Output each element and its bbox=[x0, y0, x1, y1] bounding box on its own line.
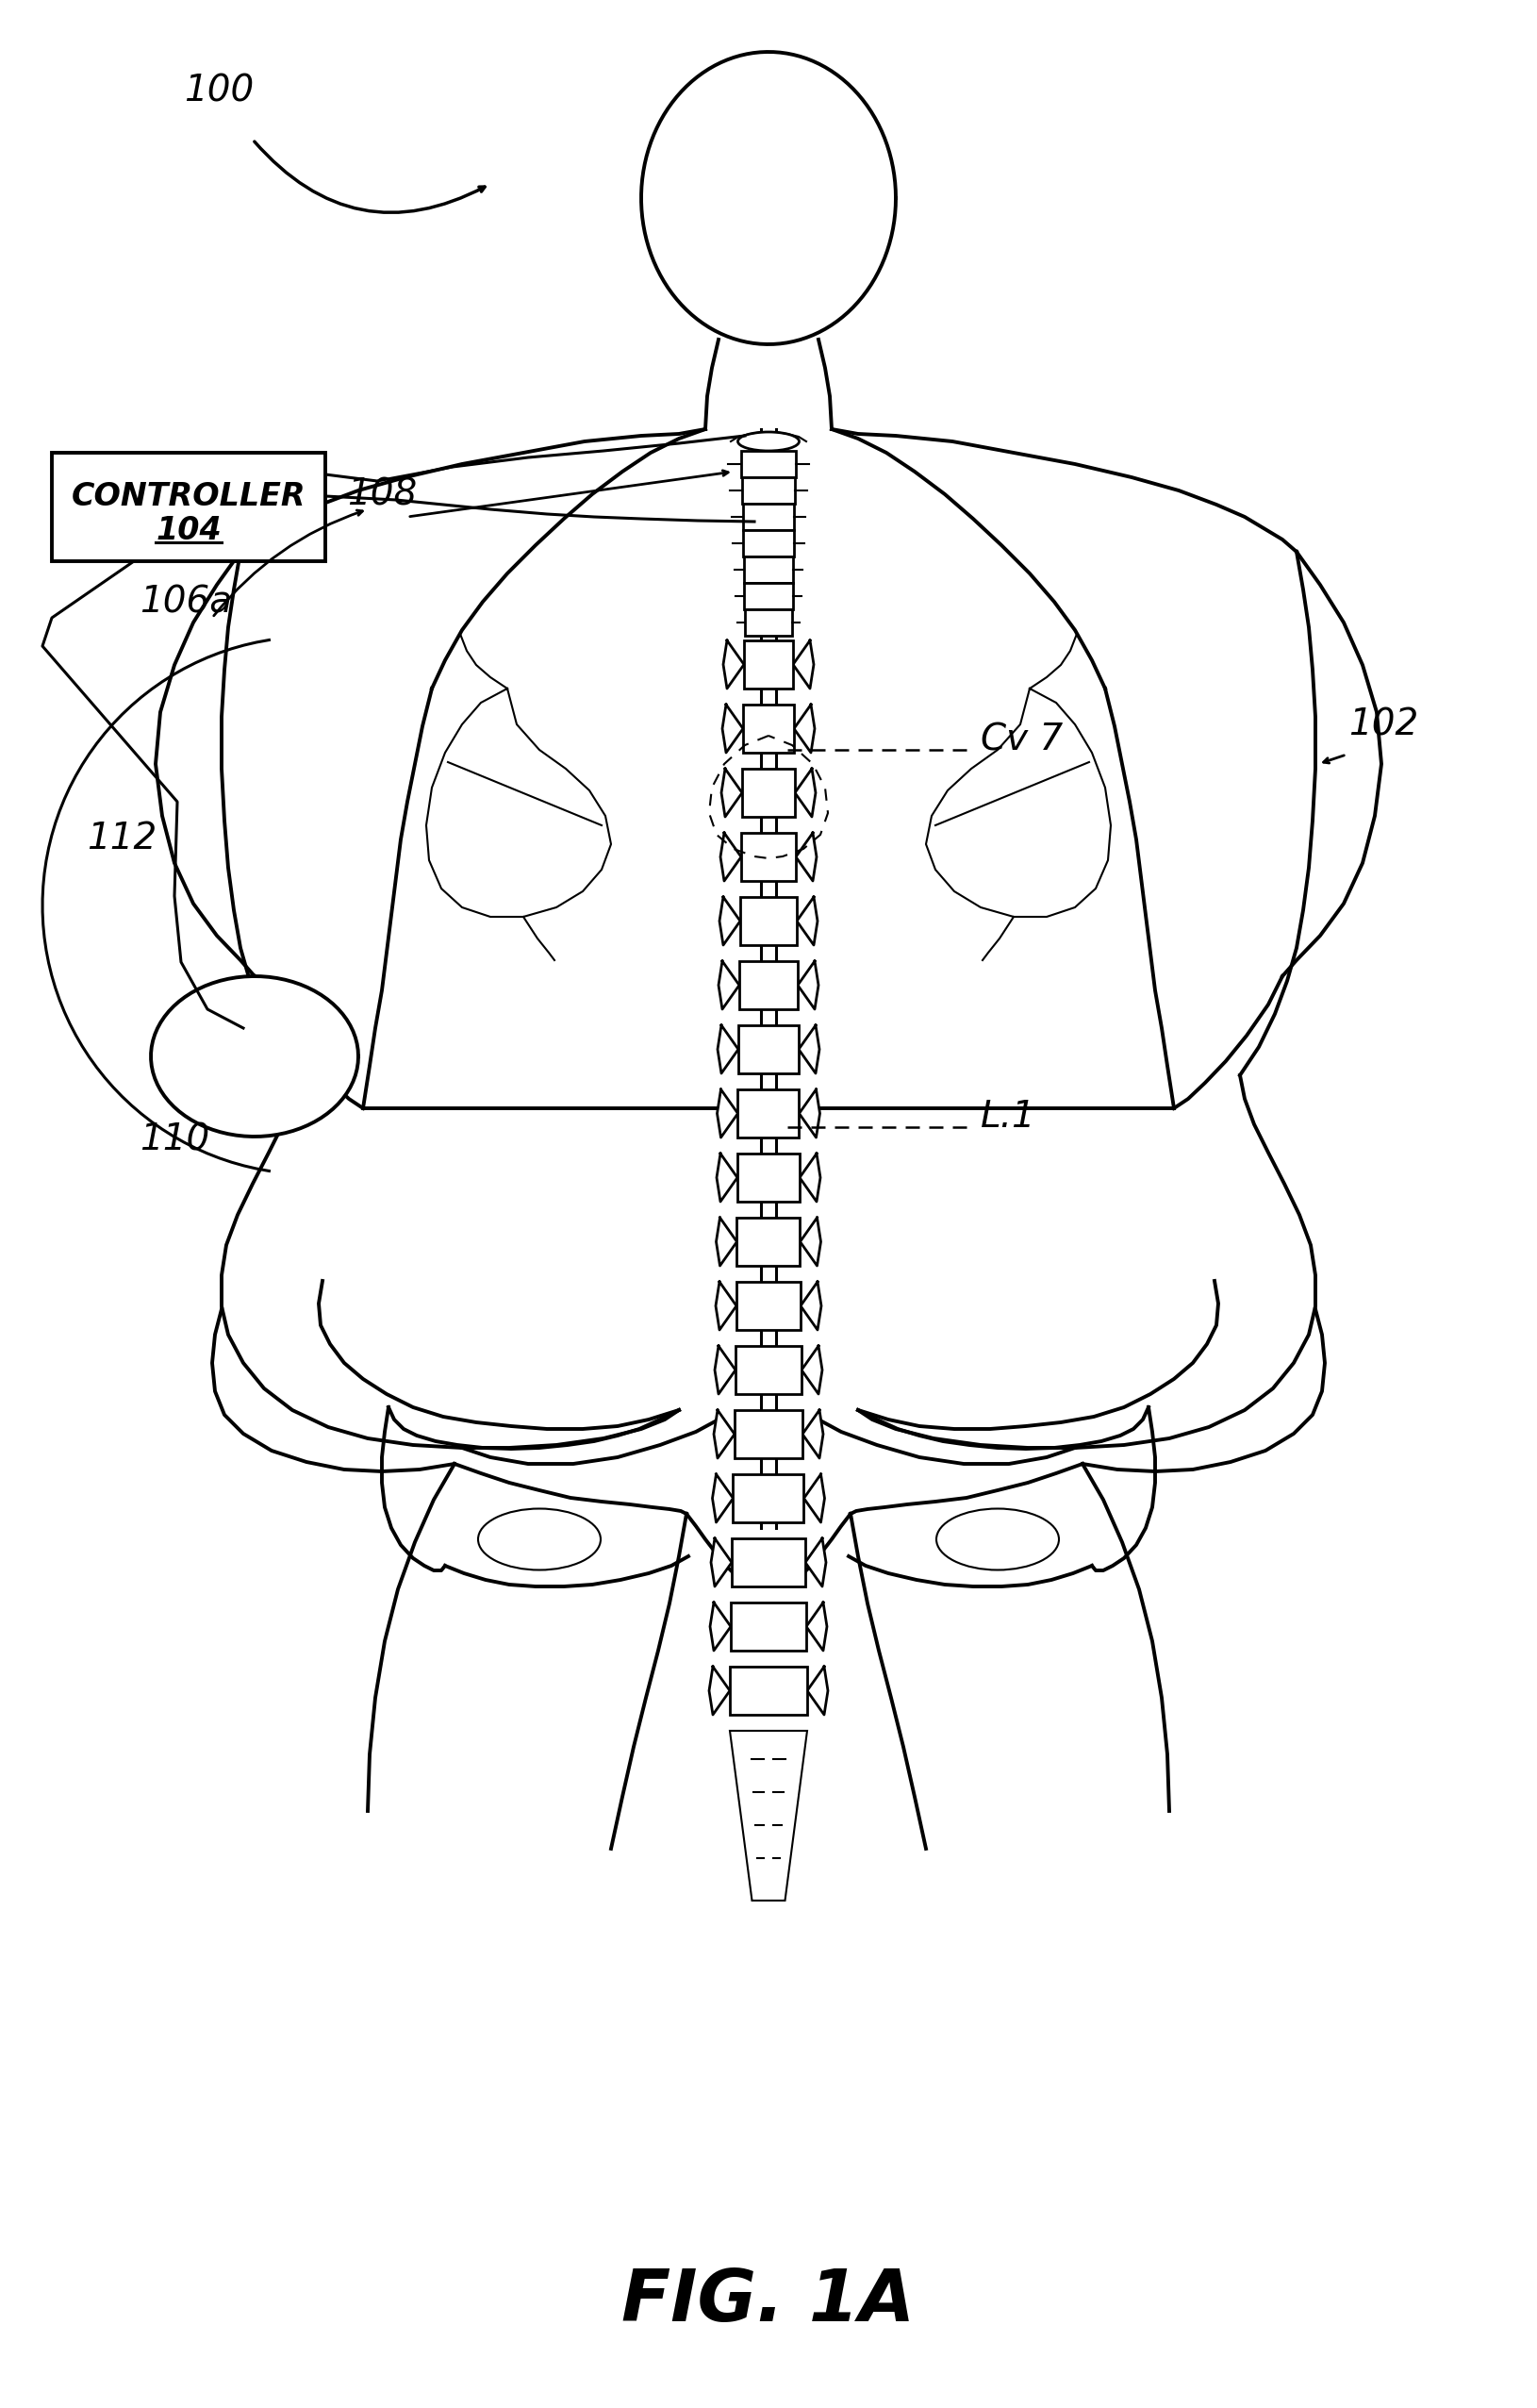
Polygon shape bbox=[805, 1539, 825, 1587]
Text: 102: 102 bbox=[1348, 708, 1417, 744]
Bar bbox=[744, 556, 793, 583]
Polygon shape bbox=[802, 1411, 822, 1459]
Bar bbox=[736, 1281, 801, 1329]
Polygon shape bbox=[712, 1474, 733, 1522]
Polygon shape bbox=[710, 1601, 730, 1649]
Polygon shape bbox=[793, 641, 813, 689]
Bar bbox=[736, 1153, 799, 1202]
Polygon shape bbox=[151, 975, 358, 1137]
Polygon shape bbox=[709, 1666, 730, 1714]
Polygon shape bbox=[713, 1411, 735, 1459]
Bar bbox=[738, 1088, 799, 1137]
Bar bbox=[730, 1666, 807, 1714]
Polygon shape bbox=[719, 833, 741, 881]
Ellipse shape bbox=[936, 1510, 1059, 1570]
Polygon shape bbox=[801, 1281, 821, 1329]
Ellipse shape bbox=[738, 431, 799, 450]
Polygon shape bbox=[722, 641, 744, 689]
Polygon shape bbox=[799, 1218, 821, 1267]
Polygon shape bbox=[730, 1731, 807, 1900]
Polygon shape bbox=[719, 898, 739, 944]
Polygon shape bbox=[799, 1153, 819, 1202]
Polygon shape bbox=[715, 1346, 735, 1394]
Bar bbox=[736, 1218, 799, 1267]
Bar bbox=[744, 609, 792, 636]
Polygon shape bbox=[796, 898, 818, 944]
Polygon shape bbox=[799, 1088, 819, 1137]
Polygon shape bbox=[710, 1539, 732, 1587]
Bar bbox=[730, 1601, 805, 1649]
Text: 100: 100 bbox=[184, 75, 254, 108]
Bar bbox=[742, 530, 793, 556]
Bar bbox=[744, 583, 793, 609]
Text: CONTROLLER: CONTROLLER bbox=[71, 482, 306, 510]
Bar bbox=[741, 833, 795, 881]
Text: 112: 112 bbox=[86, 821, 157, 857]
Polygon shape bbox=[722, 706, 742, 754]
Polygon shape bbox=[795, 833, 816, 881]
Polygon shape bbox=[793, 706, 815, 754]
Text: 108: 108 bbox=[347, 477, 417, 513]
Bar bbox=[738, 1026, 798, 1074]
Polygon shape bbox=[716, 1218, 736, 1267]
Polygon shape bbox=[807, 1666, 827, 1714]
Text: L.1: L.1 bbox=[981, 1098, 1036, 1134]
Bar bbox=[742, 706, 793, 754]
Polygon shape bbox=[798, 961, 818, 1009]
Polygon shape bbox=[718, 1026, 738, 1074]
Polygon shape bbox=[805, 1601, 827, 1649]
Text: FIG. 1A: FIG. 1A bbox=[621, 2266, 915, 2336]
Polygon shape bbox=[804, 1474, 824, 1522]
Polygon shape bbox=[798, 1026, 819, 1074]
Bar bbox=[735, 1411, 802, 1459]
Bar bbox=[735, 1346, 801, 1394]
Bar bbox=[744, 641, 793, 689]
Bar bbox=[742, 503, 793, 530]
Polygon shape bbox=[716, 1153, 736, 1202]
Polygon shape bbox=[715, 1281, 736, 1329]
Bar bbox=[742, 768, 795, 816]
Bar bbox=[733, 1474, 804, 1522]
Bar bbox=[732, 1539, 805, 1587]
Ellipse shape bbox=[478, 1510, 601, 1570]
Text: Cv 7: Cv 7 bbox=[981, 722, 1062, 759]
Bar bbox=[739, 961, 798, 1009]
Bar bbox=[739, 898, 796, 944]
Polygon shape bbox=[718, 961, 739, 1009]
FancyBboxPatch shape bbox=[52, 453, 326, 561]
Polygon shape bbox=[716, 1088, 738, 1137]
Bar bbox=[742, 477, 795, 503]
Polygon shape bbox=[801, 1346, 822, 1394]
Text: 104: 104 bbox=[155, 515, 221, 547]
Polygon shape bbox=[795, 768, 815, 816]
Polygon shape bbox=[721, 768, 742, 816]
Text: 106a: 106a bbox=[140, 585, 232, 621]
Text: 110: 110 bbox=[140, 1122, 209, 1158]
Bar bbox=[741, 450, 795, 477]
